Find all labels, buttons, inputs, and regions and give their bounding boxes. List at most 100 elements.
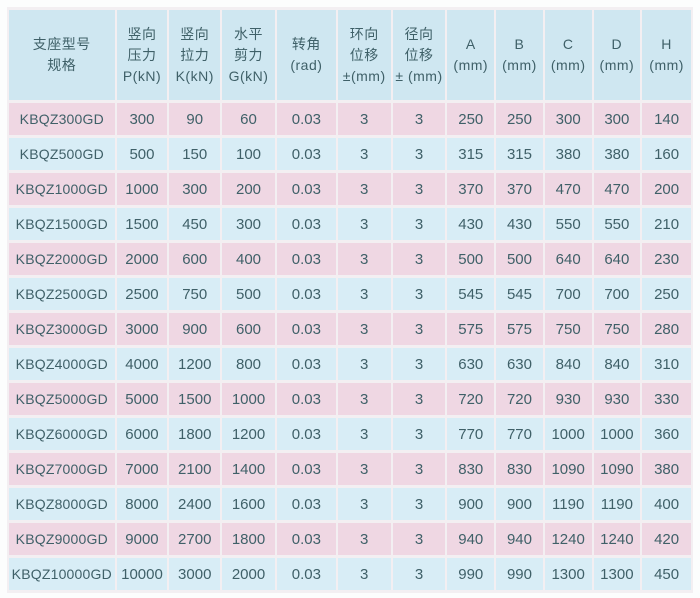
value-cell-dim-b: 900 <box>496 488 543 520</box>
value-cell-dim-d: 750 <box>593 313 641 345</box>
value-cell-dim-a: 370 <box>447 173 495 205</box>
value-cell-horizontal-shear: 400 <box>222 243 275 275</box>
value-cell-radial-displacement: 3 <box>392 383 446 415</box>
value-cell-dim-d: 1000 <box>593 418 641 450</box>
value-cell-vertical-pressure: 3000 <box>116 313 168 345</box>
value-cell-dim-c: 1090 <box>544 453 592 485</box>
model-cell: KBQZ4000GD <box>9 348 115 380</box>
column-header-dim-a: A (mm) <box>447 10 495 100</box>
value-cell-vertical-tension: 1500 <box>169 383 221 415</box>
value-cell-dim-h: 250 <box>642 278 691 310</box>
value-cell-vertical-pressure: 9000 <box>116 523 168 555</box>
value-cell-vertical-tension: 750 <box>169 278 221 310</box>
value-cell-radial-displacement: 3 <box>392 418 446 450</box>
value-cell-horizontal-shear: 800 <box>222 348 275 380</box>
model-cell: KBQZ300GD <box>9 103 115 135</box>
value-cell-dim-b: 315 <box>496 138 543 170</box>
value-cell-dim-b: 370 <box>496 173 543 205</box>
value-cell-dim-b: 770 <box>496 418 543 450</box>
value-cell-dim-d: 1240 <box>593 523 641 555</box>
value-cell-dim-d: 640 <box>593 243 641 275</box>
value-cell-vertical-pressure: 7000 <box>116 453 168 485</box>
value-cell-ring-displacement: 3 <box>337 243 391 275</box>
value-cell-ring-displacement: 3 <box>337 418 391 450</box>
value-cell-ring-displacement: 3 <box>337 523 391 555</box>
model-cell: KBQZ9000GD <box>9 523 115 555</box>
value-cell-ring-displacement: 3 <box>337 348 391 380</box>
value-cell-vertical-tension: 900 <box>169 313 221 345</box>
value-cell-horizontal-shear: 2000 <box>222 558 275 590</box>
value-cell-dim-h: 360 <box>642 418 691 450</box>
value-cell-dim-c: 550 <box>544 208 592 240</box>
value-cell-rotation-angle: 0.03 <box>276 103 336 135</box>
value-cell-rotation-angle: 0.03 <box>276 278 336 310</box>
value-cell-dim-c: 470 <box>544 173 592 205</box>
value-cell-ring-displacement: 3 <box>337 558 391 590</box>
model-cell: KBQZ6000GD <box>9 418 115 450</box>
value-cell-dim-b: 575 <box>496 313 543 345</box>
value-cell-rotation-angle: 0.03 <box>276 488 336 520</box>
column-header-vertical-pressure: 竖向 压力 P(kN) <box>116 10 168 100</box>
value-cell-dim-d: 1190 <box>593 488 641 520</box>
value-cell-radial-displacement: 3 <box>392 348 446 380</box>
column-header-dim-c: C (mm) <box>544 10 592 100</box>
column-header-horizontal-shear: 水平 剪力 G(kN) <box>222 10 275 100</box>
value-cell-dim-h: 330 <box>642 383 691 415</box>
column-header-dim-d: D (mm) <box>593 10 641 100</box>
value-cell-dim-d: 550 <box>593 208 641 240</box>
value-cell-rotation-angle: 0.03 <box>276 523 336 555</box>
value-cell-vertical-pressure: 1500 <box>116 208 168 240</box>
value-cell-rotation-angle: 0.03 <box>276 348 336 380</box>
table-row-kbqz500gd: KBQZ500GD 500 150 100 0.03 3 3 315 315 380 380 160 <box>9 138 691 170</box>
value-cell-dim-a: 720 <box>447 383 495 415</box>
value-cell-vertical-tension: 2700 <box>169 523 221 555</box>
column-header-rotation-angle: 转角 (rad) <box>276 10 336 100</box>
value-cell-horizontal-shear: 600 <box>222 313 275 345</box>
value-cell-radial-displacement: 3 <box>392 453 446 485</box>
value-cell-rotation-angle: 0.03 <box>276 138 336 170</box>
table-row-kbqz6000gd: KBQZ6000GD 6000 1800 1200 0.03 3 3 770 770 1000 10… <box>9 418 691 450</box>
value-cell-vertical-pressure: 4000 <box>116 348 168 380</box>
value-cell-rotation-angle: 0.03 <box>276 558 336 590</box>
table-row-kbqz5000gd: KBQZ5000GD 5000 1500 1000 0.03 3 3 720 720 930 930… <box>9 383 691 415</box>
value-cell-dim-c: 930 <box>544 383 592 415</box>
value-cell-dim-h: 280 <box>642 313 691 345</box>
model-cell: KBQZ10000GD <box>9 558 115 590</box>
table-row-kbqz9000gd: KBQZ9000GD 9000 2700 1800 0.03 3 3 940 940 1240 12… <box>9 523 691 555</box>
value-cell-horizontal-shear: 1400 <box>222 453 275 485</box>
table-row-kbqz10000gd: KBQZ10000GD 10000 3000 2000 0.03 3 3 990 990 1300… <box>9 558 691 590</box>
value-cell-dim-h: 140 <box>642 103 691 135</box>
value-cell-horizontal-shear: 500 <box>222 278 275 310</box>
value-cell-vertical-pressure: 500 <box>116 138 168 170</box>
value-cell-dim-b: 630 <box>496 348 543 380</box>
value-cell-radial-displacement: 3 <box>392 488 446 520</box>
value-cell-rotation-angle: 0.03 <box>276 313 336 345</box>
table-body: KBQZ300GD 300 90 60 0.03 3 3 250 250 300 300 140 KBQ… <box>9 103 691 590</box>
value-cell-ring-displacement: 3 <box>337 383 391 415</box>
value-cell-horizontal-shear: 200 <box>222 173 275 205</box>
column-header-model: 支座型号 规格 <box>9 10 115 100</box>
value-cell-dim-h: 200 <box>642 173 691 205</box>
value-cell-radial-displacement: 3 <box>392 173 446 205</box>
value-cell-rotation-angle: 0.03 <box>276 173 336 205</box>
value-cell-rotation-angle: 0.03 <box>276 208 336 240</box>
value-cell-horizontal-shear: 60 <box>222 103 275 135</box>
value-cell-vertical-pressure: 5000 <box>116 383 168 415</box>
value-cell-dim-h: 450 <box>642 558 691 590</box>
value-cell-vertical-tension: 1800 <box>169 418 221 450</box>
value-cell-ring-displacement: 3 <box>337 173 391 205</box>
value-cell-dim-d: 1090 <box>593 453 641 485</box>
value-cell-dim-c: 700 <box>544 278 592 310</box>
value-cell-dim-h: 400 <box>642 488 691 520</box>
value-cell-radial-displacement: 3 <box>392 313 446 345</box>
table-row-kbqz1000gd: KBQZ1000GD 1000 300 200 0.03 3 3 370 370 470 470 20… <box>9 173 691 205</box>
model-cell: KBQZ7000GD <box>9 453 115 485</box>
table-row-kbqz8000gd: KBQZ8000GD 8000 2400 1600 0.03 3 3 900 900 1190 11… <box>9 488 691 520</box>
value-cell-ring-displacement: 3 <box>337 453 391 485</box>
model-cell: KBQZ2500GD <box>9 278 115 310</box>
value-cell-radial-displacement: 3 <box>392 243 446 275</box>
value-cell-dim-d: 930 <box>593 383 641 415</box>
value-cell-dim-d: 300 <box>593 103 641 135</box>
value-cell-dim-h: 380 <box>642 453 691 485</box>
